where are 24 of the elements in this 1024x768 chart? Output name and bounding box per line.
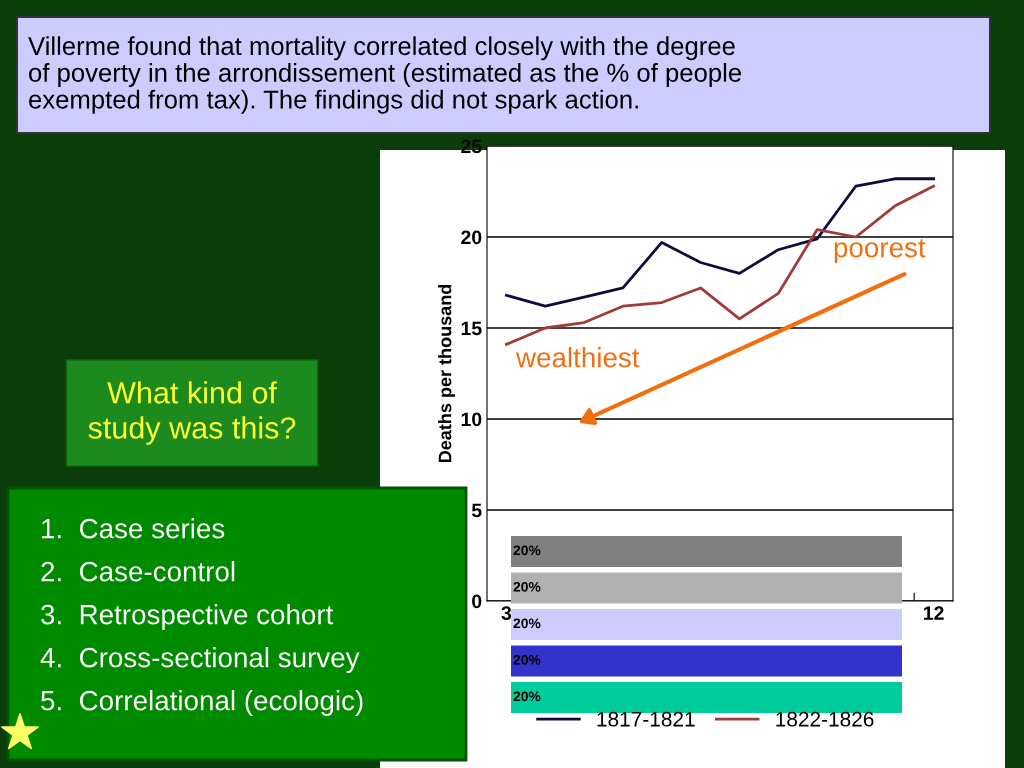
annotation: 20% [513,545,541,556]
text: 1. Case series [42,518,225,539]
annotation: wealthiest [515,347,640,368]
x-tick-label: 12 [923,606,944,620]
text: 20% [513,618,541,629]
text: 3. Retrospective cohort [41,604,334,630]
text: Villerme found that mortality correlated closely with the degree of poverty in the arrondissement (estimated as the % of people exempted from tax). The findings did not spark action. [28,36,741,114]
y-tick-label: 15 [461,321,482,336]
legend-label: 1822-1826 [776,711,874,727]
annotation: poorest [834,239,926,263]
text: 20% [513,691,541,702]
y-axis-title: Deaths per thousand [438,284,455,463]
y-tick-label: 10 [461,412,482,427]
text: 5. Correlational (ecologic) [41,690,363,716]
annotation: 20% [513,581,541,592]
y-tick-label: 0 [472,594,482,609]
y-tick-label: 5 [471,503,482,518]
y-tick-label: 20 [461,230,482,245]
text: 20% [513,654,541,665]
text: What kind of study was this? [88,381,296,445]
text: 2. Case-control [41,561,235,582]
text: 4. Cross-sectional survey [40,647,360,673]
x-tick-label: 3 [501,606,512,621]
legend-label: 1817-1821 [597,711,695,727]
